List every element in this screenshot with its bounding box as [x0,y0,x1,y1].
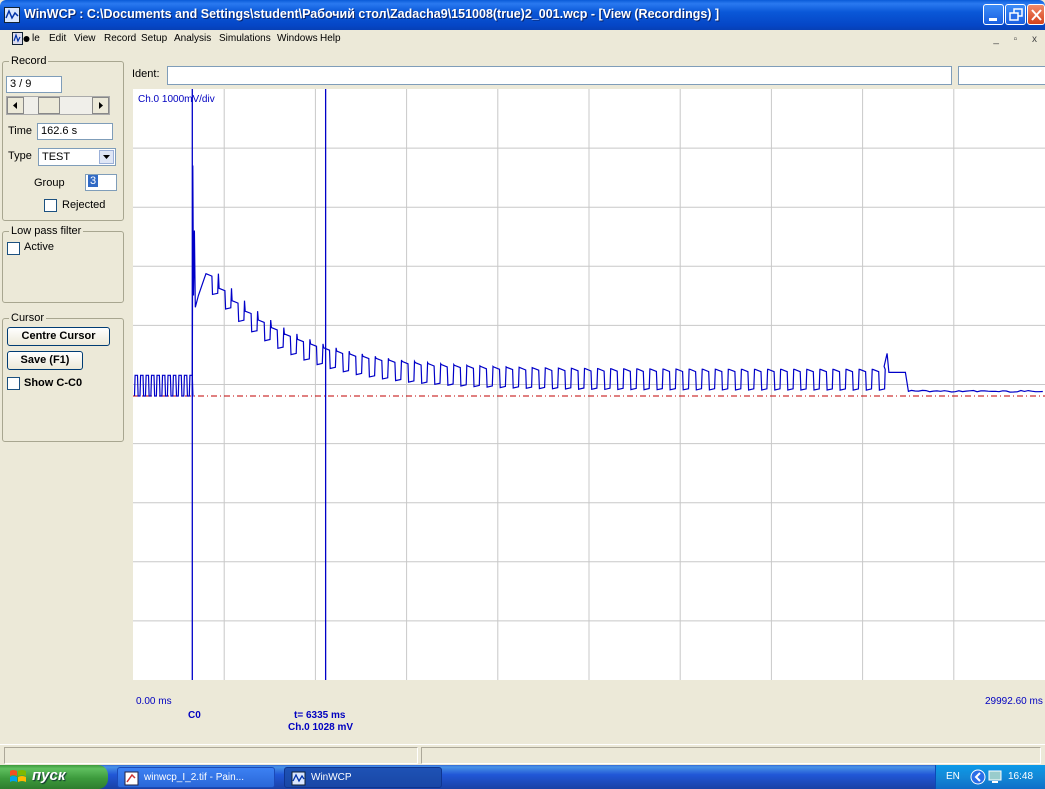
channel-scale-label: Ch.0 1000mV/div [138,94,215,105]
lowpass-active-checkbox[interactable] [7,242,20,255]
winwcp-app-icon[interactable] [4,7,20,23]
close-icon [1028,5,1045,26]
task-paint-label: winwcp_I_2.tif - Pain... [144,772,244,783]
menu-edit[interactable]: Edit [49,33,66,44]
dropdown-button[interactable] [99,150,114,164]
minimize-icon [984,5,1005,26]
group-field-value: 3 [88,175,98,187]
window-title: WinWCP : C:\Documents and Settings\stude… [24,7,719,21]
menu-windows[interactable]: Windows [277,33,318,44]
start-label: пуск [32,767,65,784]
group-label: Group [34,177,65,189]
plot-area[interactable] [133,89,1045,680]
lowpass-active-label: Active [24,241,54,253]
status-cell-2 [421,747,1041,764]
maximize-icon [1006,5,1027,26]
winwcp-icon [291,771,306,786]
record-number-field[interactable]: 3 / 9 [6,76,62,93]
type-label: Type [8,150,32,162]
arrow-left-icon [8,98,23,113]
ident-extra-field[interactable] [958,66,1045,85]
windows-flag-icon [9,769,27,785]
time-field[interactable]: 162.6 s [37,123,113,140]
c0-cursor-label: C0 [188,710,201,721]
show-c-c0-label: Show C-C0 [24,377,82,389]
cursor-group-label: Cursor [9,312,46,324]
close-button[interactable] [1027,4,1045,25]
menu-file[interactable]: le [32,33,40,44]
task-winwcp[interactable]: WinWCP [284,767,442,788]
menu-setup[interactable]: Setup [141,33,167,44]
x-start-label: 0.00 ms [136,696,172,707]
title-bar[interactable]: WinWCP : C:\Documents and Settings\stude… [0,0,1045,30]
chevron-down-icon [100,151,113,163]
cursor-time-readout: t= 6335 ms [294,710,345,721]
task-paint[interactable]: winwcp_I_2.tif - Pain... [117,767,275,788]
lowpass-group-label: Low pass filter [9,225,83,237]
rejected-checkbox[interactable] [44,199,57,212]
paint-icon [124,771,139,786]
mdi-child-icon[interactable] [12,32,30,46]
lowpass-group: Low pass filter [2,231,124,303]
taskbar: пуск winwcp_I_2.tif - Pain... WinWCP EN … [0,765,1045,789]
rejected-label: Rejected [62,199,105,211]
record-scrollbar[interactable] [6,96,110,115]
type-select-value: TEST [42,151,70,163]
language-indicator[interactable]: EN [946,771,960,782]
x-end-label: 29992.60 ms [985,696,1043,707]
status-cell-1 [4,747,418,764]
trace-chart[interactable] [133,89,1045,680]
system-tray: EN 16:48 [935,765,1045,789]
menu-bar: le Edit View Record Setup Analysis Simul… [0,30,1045,49]
ident-label: Ident: [132,68,160,80]
mdi-window-buttons[interactable]: _ ▫ x [993,34,1043,45]
arrow-right-icon [93,98,108,113]
show-c-c0-checkbox[interactable] [7,377,20,390]
task-winwcp-label: WinWCP [311,772,352,783]
menu-record[interactable]: Record [104,33,136,44]
menu-analysis[interactable]: Analysis [174,33,211,44]
scroll-left-button[interactable] [7,97,24,114]
menu-view[interactable]: View [74,33,96,44]
ident-field[interactable] [167,66,952,85]
menu-simulations[interactable]: Simulations [219,33,271,44]
type-select[interactable]: TEST [38,148,116,166]
minimize-button[interactable] [983,4,1004,25]
menu-help[interactable]: Help [320,33,341,44]
scroll-thumb[interactable] [38,97,60,114]
scroll-right-button[interactable] [92,97,109,114]
centre-cursor-button[interactable]: Centre Cursor [7,327,110,346]
cursor-value-readout: Ch.0 1028 mV [288,722,353,733]
time-label: Time [8,125,32,137]
status-bar [0,744,1045,765]
tray-expand-icon[interactable] [970,769,986,785]
clock: 16:48 [1008,771,1033,782]
network-tray-icon[interactable] [988,770,1002,784]
record-group-label: Record [9,55,48,67]
start-button[interactable]: пуск [0,765,108,789]
group-field[interactable]: 3 [85,174,117,191]
maximize-button[interactable] [1005,4,1026,25]
save-button[interactable]: Save (F1) [7,351,83,370]
